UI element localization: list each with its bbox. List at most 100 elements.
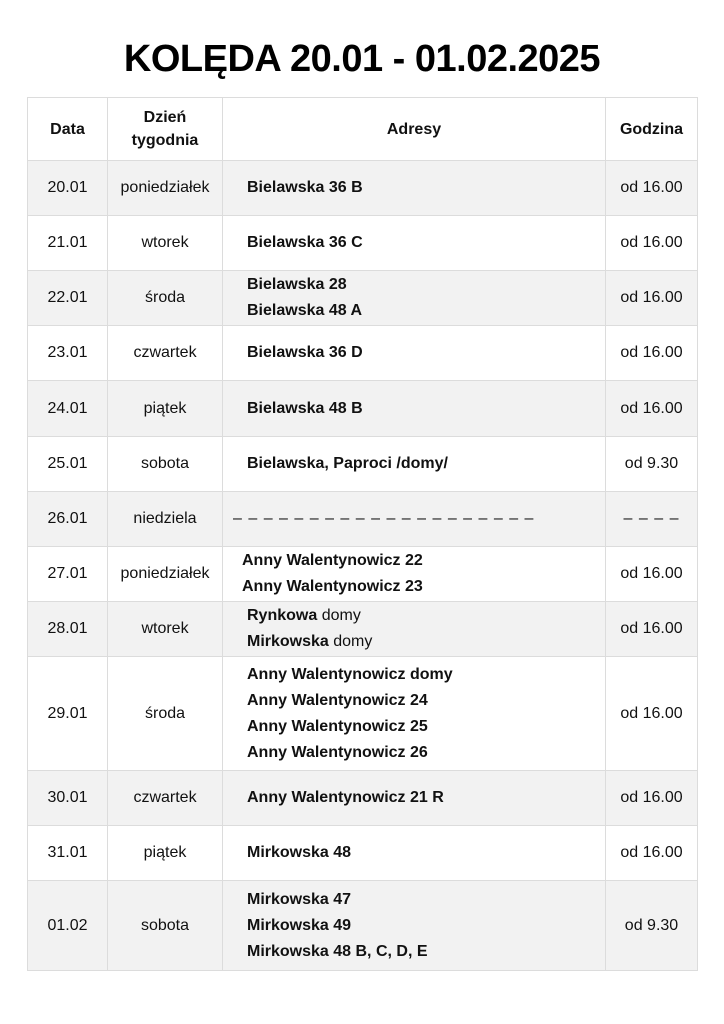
time-cell: od 16.00 [605,325,698,381]
address-cell: Anny Walentynowicz 21 R [222,770,606,826]
day-cell: wtorek [107,601,223,657]
date-cell: 31.01 [27,825,108,881]
address-street: Mirkowska 48 B, C, D, E [247,942,428,960]
address-street: Anny Walentynowicz 23 [242,578,423,595]
address-line: Bielawska 48 B [247,396,605,422]
table-row: 26.01 niedziela – – – – – – – – – – – – – … [27,491,698,547]
address-note: domy [317,607,361,624]
header-day-line1: Dzień [143,109,187,126]
time-cell: od 16.00 [605,546,698,602]
address-street: Bielawska 36 D [247,344,363,361]
address-cell: Anny Walentynowicz domy Anny Walentynowic… [222,656,606,771]
address-line: Anny Walentynowicz 22 [242,548,605,574]
address-line: Bielawska, Paproci /domy/ [247,451,605,477]
address-street: Anny Walentynowicz 24 [247,691,428,709]
table-row: 22.01 środa Bielawska 28 Bielawska 48 A od 1… [27,270,698,326]
header-day: Dzień tygodnia [107,97,223,161]
address-cell: Bielawska 48 B [222,380,606,437]
date-cell: 27.01 [27,546,108,602]
address-note: domy [328,633,373,650]
time-cell: od 9.30 [605,880,698,971]
address-cell: Bielawska, Paproci /domy/ [222,436,606,492]
table-row: 31.01 piątek Mirkowska 48 od 16.00 [27,825,698,881]
address-street: Bielawska 48 A [247,302,363,319]
address-cell: Mirkowska 48 [222,825,606,881]
time-cell: od 9.30 [605,436,698,492]
address-line: Mirkowska 49 [247,913,605,939]
time-cell: od 16.00 [605,656,698,771]
address-street: Bielawska, Paproci /domy/ [247,455,448,472]
table-header-row: Data Dzień tygodnia Adresy Godzina [27,97,698,161]
address-line: Mirkowska domy [247,629,605,655]
time-cell: od 16.00 [605,601,698,657]
time-cell: od 16.00 [605,270,698,326]
table-row: 29.01 środa Anny Walentynowicz domy Anny Wa… [27,656,698,771]
header-time: Godzina [605,97,698,161]
address-street: Anny Walentynowicz 25 [247,717,428,735]
table-row: 20.01 poniedziałek Bielawska 36 B od 16.00 [27,160,698,216]
day-cell: czwartek [107,325,223,381]
time-cell: od 16.00 [605,215,698,271]
address-cell: Anny Walentynowicz 22 Anny Walentynowicz … [222,546,606,602]
day-cell: niedziela [107,491,223,547]
address-line: Rynkowa domy [247,603,605,629]
time-cell: – – – – [605,491,698,547]
address-street: Bielawska 48 B [247,399,363,417]
address-line: Bielawska 28 [247,272,605,298]
table-row: 30.01 czwartek Anny Walentynowicz 21 R od 1… [27,770,698,826]
address-street: Rynkowa [247,607,318,624]
table-row: 28.01 wtorek Rynkowa domy Mirkowska domy od … [27,601,698,657]
day-cell: piątek [107,380,223,437]
time-cell: od 16.00 [605,825,698,881]
address-cell: Bielawska 36 D [222,325,606,381]
header-date: Data [27,97,108,161]
day-cell: środa [107,270,223,326]
address-street: Bielawska 36 C [247,234,363,251]
day-cell: sobota [107,436,223,492]
time-cell: od 16.00 [605,380,698,437]
address-line: – – – – – – – – – – – – – – – – – – – – [233,506,605,532]
day-cell: poniedziałek [107,546,223,602]
time-cell: od 16.00 [605,770,698,826]
address-line: Bielawska 36 B [247,175,605,201]
page-title: KOLĘDA 20.01 - 01.02.2025 [123,38,601,80]
table-row: 25.01 sobota Bielawska, Paproci /domy/od 9… [27,436,698,492]
schedule-table: Data Dzień tygodnia Adresy Godzina 20.01 p… [27,97,698,971]
address-line: Anny Walentynowicz 23 [242,574,605,600]
address-note: – – – – – – – – – – – – – – – – – – – – [233,510,535,527]
day-cell: czwartek [107,770,223,826]
address-line: Anny Walentynowicz domy [247,662,605,688]
address-cell: Rynkowa domy Mirkowska domy [222,601,606,657]
date-cell: 28.01 [27,601,108,657]
date-cell: 21.01 [27,215,108,271]
header-address: Adresy [222,97,606,161]
header-day-line2: tygodnia [131,132,199,149]
table-row: 23.01 czwartek Bielawska 36 D od 16.00 [27,325,698,381]
day-cell: sobota [107,880,223,971]
address-street: Mirkowska 49 [247,916,352,934]
table-row: 21.01 wtorek Bielawska 36 C od 16.00 [27,215,698,271]
day-cell: piątek [107,825,223,881]
address-line: Anny Walentynowicz 25 [247,714,605,740]
address-cell: Bielawska 28 Bielawska 48 A [222,270,606,326]
address-line: Mirkowska 48 [247,840,605,866]
address-line: Anny Walentynowicz 26 [247,740,605,766]
table-row: 27.01 poniedziałek Anny Walentynowicz 22 An… [27,546,698,602]
date-cell: 24.01 [27,380,108,437]
address-street: Mirkowska 48 [247,844,352,861]
address-cell: – – – – – – – – – – – – – – – – – – – – [222,491,606,547]
address-line: Bielawska 48 A [247,298,605,324]
address-cell: Bielawska 36 C [222,215,606,271]
address-street: Mirkowska [247,633,329,650]
time-cell: od 16.00 [605,160,698,216]
address-line: Mirkowska 47 [247,887,605,913]
table-row: 01.02 sobota Mirkowska 47 Mirkowska 49 Mirko… [27,880,698,971]
address-street: Anny Walentynowicz 22 [242,552,423,569]
date-cell: 26.01 [27,491,108,547]
address-line: Bielawska 36 D [247,340,605,366]
date-cell: 01.02 [27,880,108,971]
address-line: Bielawska 36 C [247,230,605,256]
day-cell: środa [107,656,223,771]
address-cell: Mirkowska 47 Mirkowska 49 Mirkowska 48 B, … [222,880,606,971]
date-cell: 23.01 [27,325,108,381]
